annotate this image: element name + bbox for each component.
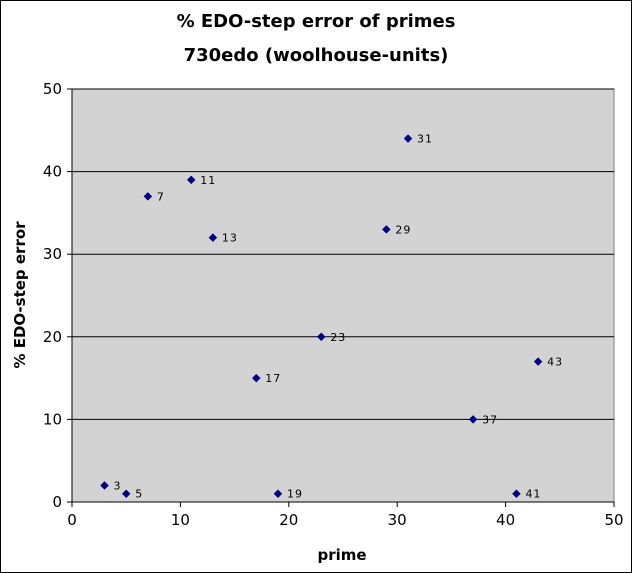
plot-area [71,88,615,503]
data-point-29 [382,225,391,234]
tick-labels: 0 10 20 30 40 50 0 10 20 30 40 50 [43,80,624,529]
data-point-11 [186,175,196,185]
x-tick-label-10: 10 [171,511,190,529]
data-label-43: 43 [547,356,563,369]
chart-title: % EDO-step error of primes [177,11,456,32]
data-point-3 [100,481,109,490]
data-label-17: 17 [265,372,281,385]
x-tick-label-20: 20 [279,511,298,529]
data-label-37: 37 [482,413,498,426]
data-label-23: 23 [330,331,346,344]
data-label-31: 31 [417,133,433,146]
data-point-23 [316,332,326,342]
data-point-19 [273,489,283,499]
data-label-3: 3 [114,479,122,492]
data-label-41: 41 [525,488,541,501]
y-tick-label-30: 30 [43,245,62,263]
axes [67,88,615,507]
data-point-41 [512,489,521,499]
data-point-31 [403,134,413,143]
x-tick-label-50: 50 [604,511,623,529]
data-point-37 [468,415,478,424]
data-point-7 [143,192,153,201]
y-tick-label-20: 20 [43,328,62,346]
y-tick-label-50: 50 [43,80,62,98]
chart-subtitle: 730edo (woolhouse-units) [184,45,449,66]
y-tick-label-40: 40 [43,163,62,181]
data-label-7: 7 [157,190,165,203]
x-tick-label-0: 0 [67,511,77,529]
y-axis-label: % EDO-step error [11,221,29,369]
x-tick-label-40: 40 [496,511,515,529]
data-point-43 [533,357,543,366]
data-point-13 [208,233,218,243]
data-label-13: 13 [222,232,238,245]
data-point-5 [121,489,131,499]
data-label-11: 11 [200,174,216,187]
data-points: 35 7 11 13 17 19 23 29 31 37 41 43 [100,133,563,501]
data-label-19: 19 [287,488,303,501]
data-point-17 [251,373,261,383]
y-tick-label-0: 0 [52,493,62,511]
x-axis-label: prime [317,546,366,564]
gridlines [72,88,614,420]
y-tick-label-10: 10 [43,410,62,428]
x-tick-label-30: 30 [388,511,407,529]
data-label-5: 5 [135,488,143,501]
data-label-29: 29 [395,223,411,236]
